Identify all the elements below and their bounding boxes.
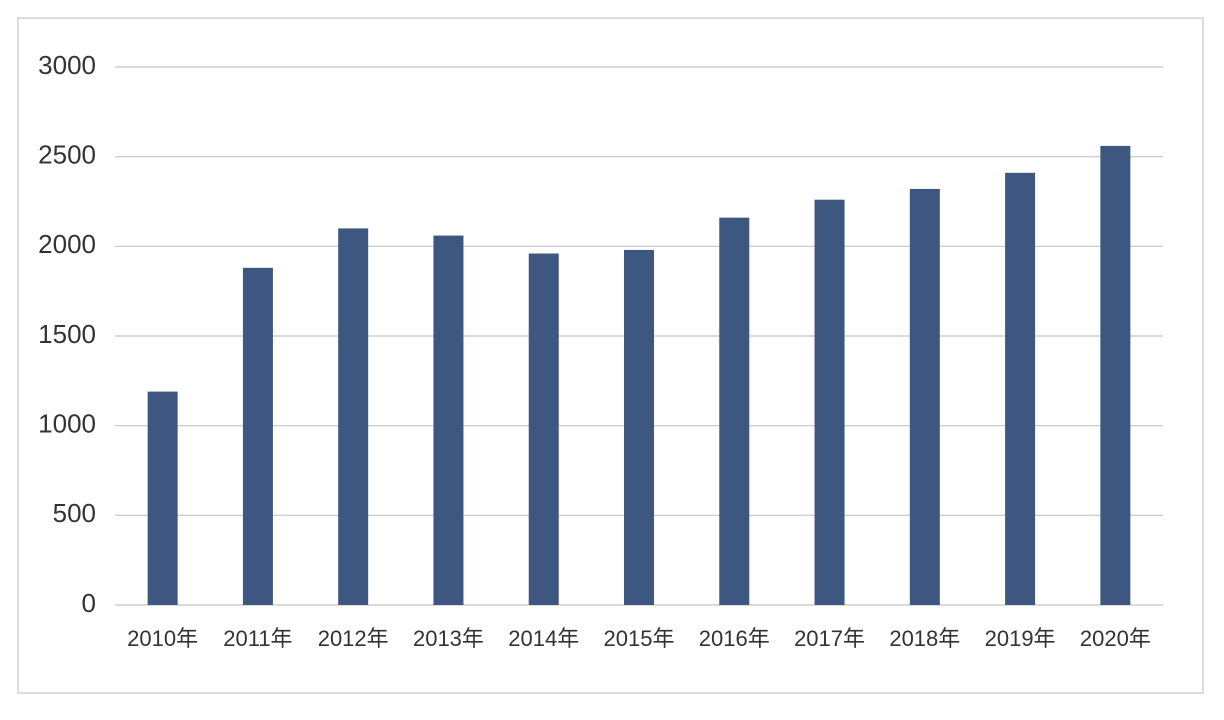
bar <box>624 249 654 606</box>
y-tick-label: 500 <box>53 498 96 528</box>
y-tick-label: 1000 <box>38 409 96 439</box>
y-tick-label: 1500 <box>38 319 96 349</box>
bar <box>909 188 940 606</box>
y-tick-label: 0 <box>82 588 96 618</box>
bar <box>528 253 559 606</box>
x-tick-label: 2011年 <box>223 626 292 651</box>
x-tick-label: 2019年 <box>985 626 1056 651</box>
bar <box>719 217 750 605</box>
bar <box>242 267 273 605</box>
bar <box>1100 145 1131 605</box>
y-tick-label: 3000 <box>38 50 96 80</box>
bar <box>1005 172 1036 605</box>
x-tick-label: 2012年 <box>318 626 389 651</box>
bar <box>147 391 178 605</box>
x-tick-label: 2018年 <box>889 626 960 651</box>
y-tick-label: 2500 <box>38 140 96 170</box>
bar <box>433 235 464 605</box>
x-tick-label: 2020年 <box>1080 626 1151 651</box>
y-tick-label: 2000 <box>38 229 96 259</box>
bar <box>814 199 845 605</box>
x-tick-label: 2016年 <box>699 626 770 651</box>
x-tick-label: 2010年 <box>127 626 198 651</box>
x-tick-label: 2017年 <box>794 626 865 651</box>
x-tick-label: 2015年 <box>604 626 675 651</box>
bar <box>338 228 369 605</box>
x-tick-label: 2014年 <box>508 626 579 651</box>
x-tick-label: 2013年 <box>413 626 484 651</box>
